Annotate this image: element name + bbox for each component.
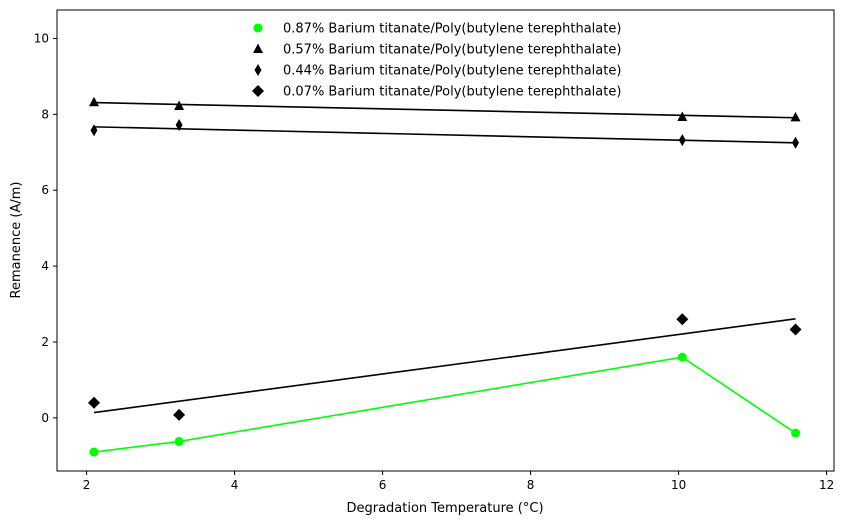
series-2-point-0 [90, 124, 98, 137]
series-1-point-3 [790, 111, 801, 122]
plot-area [57, 10, 834, 471]
x-tick-label-2: 6 [379, 478, 387, 492]
x-tick-label-3: 8 [527, 478, 535, 492]
legend-marker-2 [254, 64, 262, 76]
series-3-line [93, 318, 796, 414]
series-3-point-0 [88, 396, 100, 409]
legend-label-2: 0.44% Barium titanate/Poly(butylene tere… [283, 64, 621, 79]
legend-marker-1 [253, 43, 263, 53]
series-0-point-0 [89, 447, 99, 457]
series-2-point-2 [678, 134, 686, 147]
legend: 0.87% Barium titanate/Poly(butylene tere… [252, 22, 621, 100]
series-3-point-2 [676, 313, 689, 326]
x-axis-ticks: 2 4 6 8 10 12 [83, 471, 834, 492]
legend-item-0: 0.87% Barium titanate/Poly(butylene tere… [253, 22, 621, 37]
y-tick-label-4: 8 [41, 107, 49, 121]
legend-label-0: 0.87% Barium titanate/Poly(butylene tere… [283, 22, 621, 37]
series-markers [88, 96, 802, 457]
series-1-line [93, 101, 796, 119]
series-lines [93, 101, 796, 453]
y-tick-label-0: 0 [41, 411, 49, 425]
series-0-point-3 [791, 428, 801, 438]
x-tick-label-5: 12 [819, 478, 834, 492]
series-2-line [93, 126, 796, 144]
y-tick-label-5: 10 [34, 31, 49, 45]
series-3-point-1 [173, 408, 186, 421]
x-tick-label-1: 4 [231, 478, 239, 492]
series-0-point-1 [174, 436, 184, 446]
series-1-point-0 [89, 96, 99, 107]
legend-item-1: 0.57% Barium titanate/Poly(butylene tere… [253, 43, 621, 58]
series-1-point-2 [677, 111, 688, 121]
y-tick-label-3: 6 [41, 183, 49, 197]
y-tick-label-1: 2 [41, 335, 49, 349]
series-2-point-3 [792, 136, 800, 149]
series-1-point-1 [174, 100, 185, 110]
legend-label-1: 0.57% Barium titanate/Poly(butylene tere… [283, 43, 621, 58]
series-0-point-2 [677, 352, 687, 362]
legend-item-2: 0.44% Barium titanate/Poly(butylene tere… [254, 64, 621, 79]
x-tick-label-0: 2 [83, 478, 91, 492]
series-2-point-1 [175, 118, 183, 131]
series-0-line [93, 356, 796, 453]
y-tick-label-2: 4 [41, 259, 49, 273]
series-3-point-3 [789, 323, 802, 336]
x-tick-label-4: 10 [671, 478, 686, 492]
x-axis-label: Degradation Temperature (°C) [346, 501, 543, 516]
legend-marker-0 [253, 23, 263, 33]
y-axis-label: Remanence (A/m) [9, 182, 24, 299]
legend-item-3: 0.07% Barium titanate/Poly(butylene tere… [252, 85, 621, 100]
plot-frame [56, 9, 835, 472]
y-axis-ticks: 0 2 4 6 8 10 [34, 31, 57, 425]
legend-marker-3 [252, 85, 264, 97]
legend-label-3: 0.07% Barium titanate/Poly(butylene tere… [283, 85, 621, 100]
